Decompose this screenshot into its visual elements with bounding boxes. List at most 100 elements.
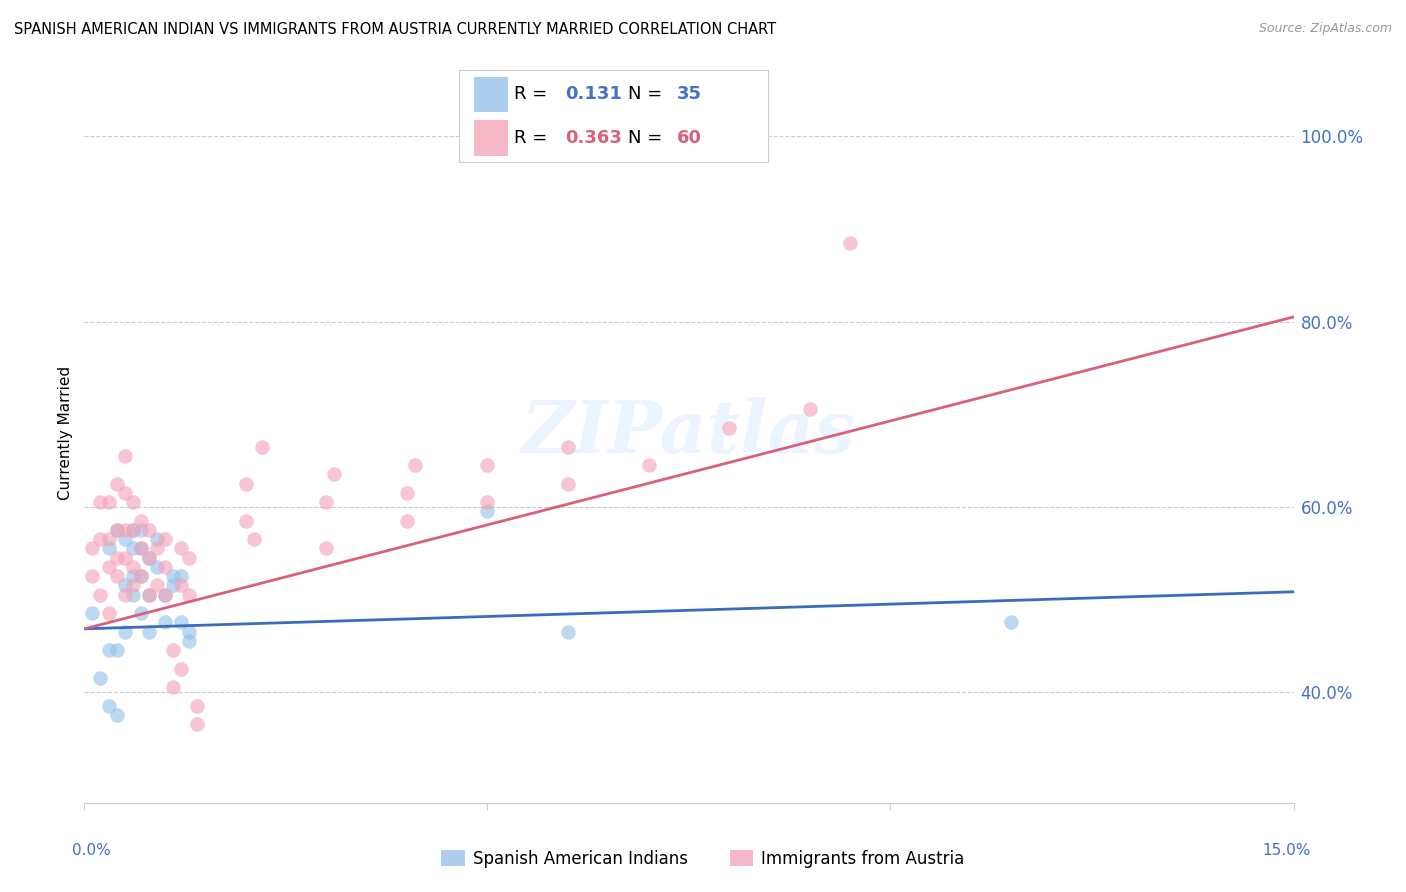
Text: ZIPatlas: ZIPatlas: [522, 397, 856, 468]
Point: [121, 559, 143, 574]
Point: [97, 698, 120, 713]
Point: [162, 643, 184, 657]
Point: [170, 615, 193, 630]
Point: [1000, 615, 1022, 630]
Point: [105, 643, 128, 657]
Point: [557, 476, 579, 491]
Legend: Spanish American Indians, Immigrants from Austria: Spanish American Indians, Immigrants fro…: [434, 844, 972, 875]
Point: [105, 523, 128, 537]
Point: [162, 569, 184, 583]
Point: [138, 550, 160, 565]
Point: [97, 643, 120, 657]
Point: [105, 476, 128, 491]
Point: [129, 606, 152, 620]
Point: [97, 606, 120, 620]
Text: R =: R =: [513, 129, 553, 147]
Point: [129, 541, 152, 556]
Text: SPANISH AMERICAN INDIAN VS IMMIGRANTS FROM AUSTRIA CURRENTLY MARRIED CORRELATION: SPANISH AMERICAN INDIAN VS IMMIGRANTS FR…: [14, 22, 776, 37]
Point: [138, 588, 160, 602]
Point: [138, 588, 160, 602]
Point: [89, 671, 111, 685]
Text: 35: 35: [676, 86, 702, 103]
Point: [404, 458, 426, 472]
Point: [179, 550, 201, 565]
Point: [170, 569, 193, 583]
Point: [114, 550, 136, 565]
Point: [138, 624, 160, 639]
Point: [89, 532, 111, 546]
Point: [242, 532, 264, 546]
Point: [97, 495, 120, 509]
Point: [97, 541, 120, 556]
Point: [121, 588, 143, 602]
Point: [146, 541, 169, 556]
Point: [82, 569, 104, 583]
Point: [146, 532, 169, 546]
Text: N =: N =: [628, 86, 668, 103]
Point: [89, 588, 111, 602]
Point: [97, 532, 120, 546]
Text: N =: N =: [628, 129, 668, 147]
Point: [121, 569, 143, 583]
Point: [315, 541, 337, 556]
Point: [557, 440, 579, 454]
Point: [153, 615, 176, 630]
FancyBboxPatch shape: [460, 70, 768, 162]
Point: [121, 495, 143, 509]
Point: [162, 578, 184, 592]
Text: R =: R =: [513, 86, 553, 103]
Point: [153, 588, 176, 602]
Point: [138, 550, 160, 565]
Point: [186, 717, 208, 731]
Point: [114, 532, 136, 546]
Point: [105, 707, 128, 722]
Point: [179, 588, 201, 602]
Point: [170, 662, 193, 676]
Point: [105, 550, 128, 565]
Point: [114, 523, 136, 537]
Point: [89, 495, 111, 509]
Point: [105, 569, 128, 583]
Point: [315, 495, 337, 509]
Point: [839, 235, 862, 250]
Point: [170, 578, 193, 592]
Point: [129, 541, 152, 556]
Point: [129, 569, 152, 583]
Point: [395, 485, 418, 500]
Point: [129, 523, 152, 537]
Point: [186, 698, 208, 713]
Point: [114, 588, 136, 602]
Point: [395, 514, 418, 528]
Point: [477, 458, 499, 472]
Point: [477, 495, 499, 509]
Point: [129, 514, 152, 528]
Point: [121, 541, 143, 556]
Point: [162, 680, 184, 694]
Point: [82, 606, 104, 620]
Text: 15.0%: 15.0%: [1263, 843, 1310, 858]
Point: [799, 402, 821, 417]
Point: [105, 523, 128, 537]
Point: [153, 559, 176, 574]
Point: [235, 514, 257, 528]
Point: [114, 624, 136, 639]
Point: [179, 633, 201, 648]
Point: [637, 458, 659, 472]
Text: 0.363: 0.363: [565, 129, 623, 147]
Point: [250, 440, 273, 454]
Point: [557, 624, 579, 639]
Point: [121, 578, 143, 592]
Point: [179, 624, 201, 639]
Point: [129, 569, 152, 583]
Point: [121, 523, 143, 537]
FancyBboxPatch shape: [474, 77, 508, 112]
Point: [114, 578, 136, 592]
Y-axis label: Currently Married: Currently Married: [58, 366, 73, 500]
Text: Source: ZipAtlas.com: Source: ZipAtlas.com: [1258, 22, 1392, 36]
Text: 0.0%: 0.0%: [72, 843, 111, 858]
Point: [477, 504, 499, 518]
Point: [718, 421, 741, 435]
Point: [146, 578, 169, 592]
Point: [82, 541, 104, 556]
Point: [97, 559, 120, 574]
